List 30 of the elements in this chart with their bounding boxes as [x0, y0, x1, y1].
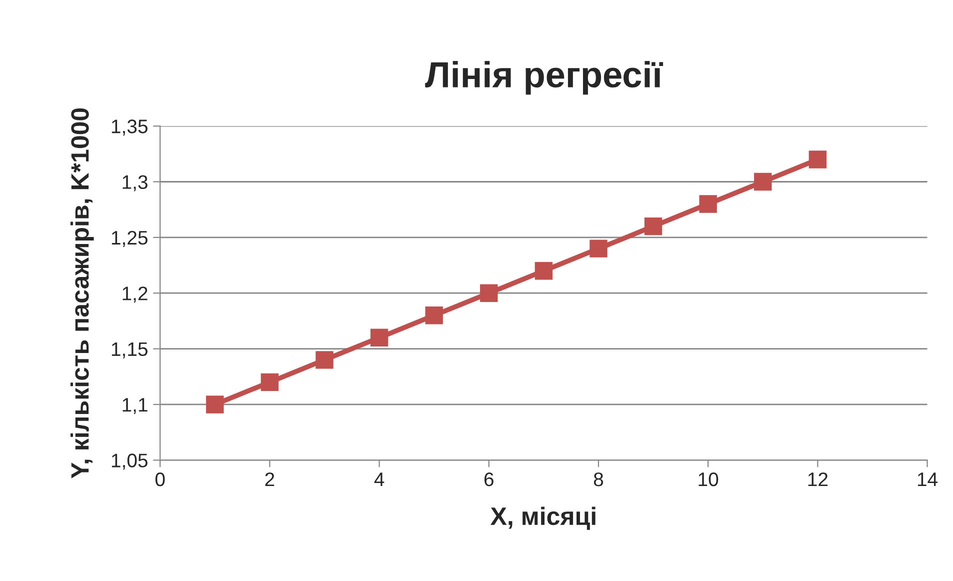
y-tick-label: 1,25: [112, 230, 148, 247]
point: [425, 306, 443, 324]
point: [534, 262, 553, 280]
point: [808, 150, 827, 168]
point: [480, 284, 498, 302]
x-tick-label: 6: [484, 472, 494, 486]
point: [754, 172, 772, 191]
point: [699, 195, 717, 213]
x-tick-label: 4: [374, 472, 384, 486]
x-tick-label: 10: [698, 472, 718, 486]
x-tick-label: 2: [265, 472, 274, 486]
chart-title: Лінія регресії: [425, 61, 664, 95]
point: [260, 373, 279, 392]
y-axis-title: Y, кількість пасажирів, K*1000: [70, 108, 94, 478]
y-tick-label: 1,35: [112, 120, 148, 136]
x-axis-title: X, місяці: [490, 506, 596, 530]
y-tick-label: 1,15: [112, 342, 148, 358]
point: [644, 217, 662, 236]
point: [316, 351, 334, 369]
point: [590, 240, 608, 258]
x-tick-label: 8: [594, 472, 604, 486]
point: [206, 396, 224, 414]
x-tick-label: 12: [808, 472, 828, 486]
y-tick-label: 1,05: [112, 454, 148, 470]
x-tick-label: 14: [918, 472, 938, 486]
x-tick-label: 0: [155, 472, 165, 486]
y-tick-label: 1,1: [122, 398, 148, 414]
point: [370, 328, 388, 347]
y-tick-label: 1,3: [122, 175, 148, 192]
y-tick-label: 1,2: [122, 286, 148, 303]
